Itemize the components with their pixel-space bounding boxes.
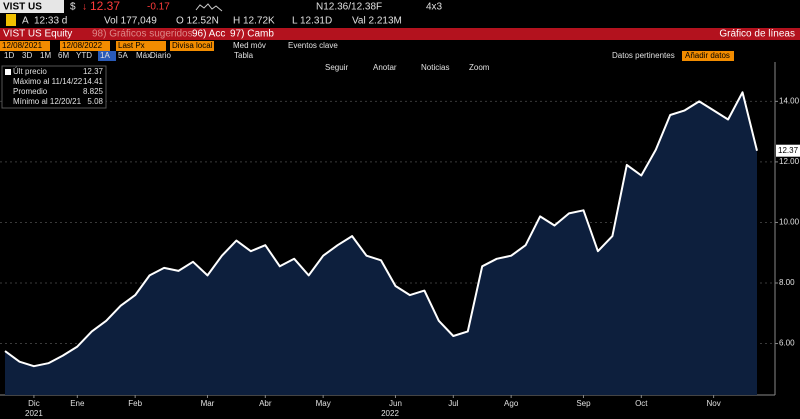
end-date[interactable]: 12/08/2022 bbox=[62, 41, 103, 50]
field[interactable]: Last Px bbox=[118, 41, 145, 50]
volume: Vol 177,049 bbox=[104, 16, 157, 27]
x-tick-label: Jun bbox=[389, 399, 402, 408]
period-button[interactable]: YTD bbox=[76, 51, 92, 60]
period-button[interactable]: 3D bbox=[22, 51, 32, 60]
legend-box bbox=[1, 65, 107, 109]
value-traded: Val 2.213M bbox=[352, 16, 402, 27]
change-menu[interactable]: 97) Camb bbox=[230, 29, 274, 40]
period-button[interactable]: 1D bbox=[4, 51, 14, 60]
plot: 6.00 8.00 10.00 12.00 14.00 12.37 Dic Ene Feb Mar… bbox=[0, 62, 800, 418]
period-button[interactable]: 1M bbox=[40, 51, 51, 60]
x-tick-label: May bbox=[316, 399, 331, 408]
y-tick-label: 6.00 bbox=[779, 339, 795, 348]
open: O 12.52N bbox=[176, 16, 219, 27]
local-currency[interactable]: Divisa local bbox=[172, 41, 213, 50]
add-data[interactable]: Añadir datos bbox=[685, 51, 730, 60]
ticker: VIST US bbox=[3, 2, 42, 13]
legend-label: Promedio bbox=[13, 87, 48, 96]
arrow: ↓ bbox=[82, 2, 87, 13]
last-price-tag bbox=[776, 144, 800, 157]
legend-value: 12.37 bbox=[83, 67, 104, 76]
a: A bbox=[22, 16, 29, 27]
field-box[interactable] bbox=[116, 41, 166, 51]
tool-button[interactable]: Seguir bbox=[325, 63, 348, 72]
low: L 12.31D bbox=[292, 16, 332, 27]
add-box[interactable] bbox=[682, 51, 734, 61]
year-label: 2022 bbox=[381, 409, 399, 418]
alert-icon bbox=[6, 14, 16, 26]
high: H 12.72K bbox=[233, 16, 275, 27]
relevant-data[interactable]: Datos pertinentes bbox=[612, 51, 675, 60]
x-tick-label: Ene bbox=[70, 399, 85, 408]
currency: $ bbox=[70, 2, 76, 13]
x-tick-label: Oct bbox=[635, 399, 648, 408]
period-button[interactable]: 6M bbox=[58, 51, 69, 60]
legend-label: Máximo al 11/14/22 bbox=[13, 77, 83, 86]
legend-value: 8.825 bbox=[83, 87, 104, 96]
legend-value: 14.41 bbox=[83, 77, 104, 86]
chart-tools: Seguir Anotar Noticias Zoom bbox=[325, 63, 490, 72]
x-tick-label: Abr bbox=[259, 399, 272, 408]
y-tick-label: 10.00 bbox=[779, 218, 800, 227]
price-line bbox=[4, 91, 758, 368]
moving-average[interactable]: Med móv bbox=[233, 41, 266, 50]
legend-swatch bbox=[5, 69, 11, 75]
legend-label: Mínimo al 12/20/21 bbox=[13, 97, 82, 106]
y-tick-label: 14.00 bbox=[779, 96, 800, 105]
chart-type: Gráfico de líneas bbox=[719, 29, 795, 40]
x-tick-label: Feb bbox=[128, 399, 142, 408]
tool-button[interactable]: Anotar bbox=[373, 63, 397, 72]
ticker-box bbox=[0, 0, 64, 13]
sparkline bbox=[195, 3, 223, 12]
size: 4x3 bbox=[426, 2, 443, 13]
year-label: 2021 bbox=[25, 409, 43, 418]
y-tick-label: 8.00 bbox=[779, 278, 795, 287]
period-buttons: 1D 3D 1M 6M YTD 1A 5A Máx bbox=[4, 51, 151, 61]
period-button[interactable]: 1A bbox=[100, 51, 110, 60]
tool-button[interactable]: Zoom bbox=[469, 63, 490, 72]
currency-box[interactable] bbox=[170, 41, 214, 51]
x-tick-label: Dic bbox=[28, 399, 40, 408]
legend-label: Últ precio bbox=[13, 67, 47, 76]
y-tick-label: 12.00 bbox=[779, 157, 800, 166]
area bbox=[5, 92, 757, 396]
end-box[interactable] bbox=[60, 41, 110, 51]
tool-button[interactable]: Noticias bbox=[421, 63, 449, 72]
time: 12:33 d bbox=[34, 16, 67, 27]
start-date[interactable]: 12/08/2021 bbox=[2, 41, 43, 50]
x-tick-label: Mar bbox=[201, 399, 215, 408]
title-bar bbox=[0, 28, 800, 40]
period-button[interactable]: 5A bbox=[118, 51, 128, 60]
table[interactable]: Tabla bbox=[234, 51, 254, 60]
frequency[interactable]: Diario bbox=[150, 51, 171, 60]
legend-value: 5.08 bbox=[87, 97, 103, 106]
last-price: 12.37 bbox=[90, 0, 120, 13]
x-tick-label: Nov bbox=[706, 399, 720, 408]
actions[interactable]: 96) Acc bbox=[192, 29, 225, 40]
security: VIST US Equity bbox=[3, 29, 72, 40]
key-events[interactable]: Eventos clave bbox=[288, 41, 338, 50]
last-price-label: 12.37 bbox=[778, 146, 799, 155]
bid-ask: N12.36/12.38F bbox=[316, 2, 382, 13]
change: -0.17 bbox=[147, 2, 170, 13]
x-tick-label: Jul bbox=[448, 399, 458, 408]
start-box[interactable] bbox=[0, 41, 50, 51]
x-tick-label: Sep bbox=[576, 399, 591, 408]
period-button[interactable]: Máx bbox=[136, 51, 151, 60]
x-tick-label: Ago bbox=[504, 399, 519, 408]
suggested[interactable]: 98) Gráficos sugeridos bbox=[92, 29, 193, 40]
period-active bbox=[98, 51, 116, 61]
